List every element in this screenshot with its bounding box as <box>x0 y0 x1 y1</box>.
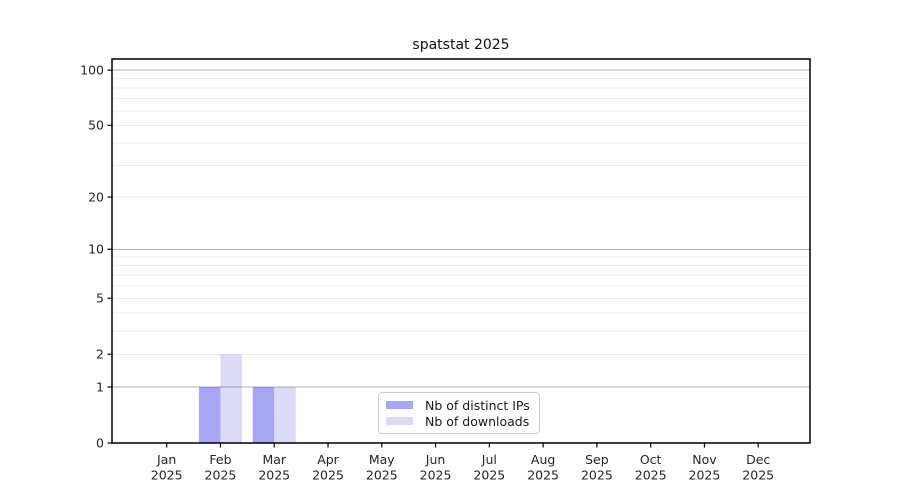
bar <box>252 387 275 443</box>
legend-label-downloads: Nb of downloads <box>425 413 530 429</box>
legend-item-distinct-ips: Nb of distinct IPs <box>386 397 532 413</box>
x-tick-label: Jan 2025 <box>151 452 183 483</box>
y-tick-label: 1 <box>96 379 104 394</box>
x-tick-label: Nov 2025 <box>689 452 721 483</box>
x-tick-label: Dec 2025 <box>742 452 774 483</box>
y-tick-label: 20 <box>88 189 104 204</box>
y-tick-label: 10 <box>88 242 104 257</box>
chart-title: spatstat 2025 <box>412 37 510 53</box>
y-tick-label: 100 <box>80 62 104 77</box>
y-tick-label: 0 <box>96 435 104 450</box>
x-tick-label: Apr 2025 <box>312 452 344 483</box>
legend-label-distinct-ips: Nb of distinct IPs <box>425 397 530 413</box>
y-tick-label: 5 <box>96 291 104 306</box>
legend: Nb of distinct IPs Nb of downloads <box>378 392 540 434</box>
x-tick-label: Feb 2025 <box>205 452 237 483</box>
x-tick-label: Sep 2025 <box>581 452 613 483</box>
x-tick-label: Mar 2025 <box>258 452 290 483</box>
bar <box>220 354 242 443</box>
x-tick-label: Oct 2025 <box>635 452 667 483</box>
legend-swatch-downloads <box>386 417 413 425</box>
bar <box>274 387 296 443</box>
legend-swatch-distinct-ips <box>386 401 413 409</box>
x-tick-label: May 2025 <box>366 452 398 483</box>
y-tick-label: 50 <box>88 118 104 133</box>
bar <box>198 387 221 443</box>
plot-border <box>111 58 811 444</box>
x-tick-label: Jul 2025 <box>473 452 505 483</box>
y-tick-label: 2 <box>96 347 104 362</box>
legend-item-downloads: Nb of downloads <box>386 413 532 429</box>
x-tick-label: Aug 2025 <box>527 452 559 483</box>
x-tick-label: Jun 2025 <box>420 452 452 483</box>
